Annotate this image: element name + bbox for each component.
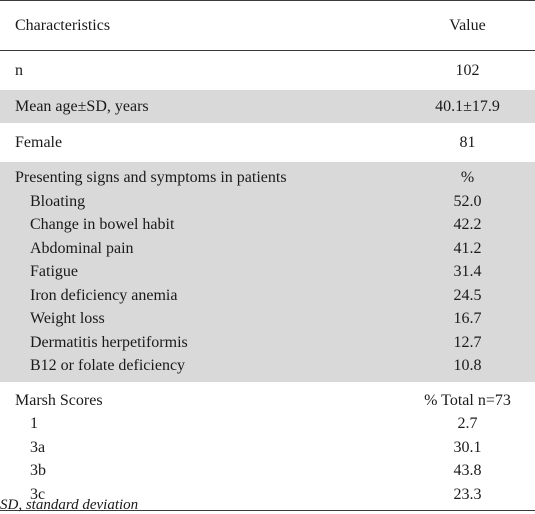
row-label: Female	[15, 134, 63, 151]
row-value: 43.8	[453, 462, 482, 479]
row-label: 3c	[30, 485, 46, 503]
row-value: 102	[455, 62, 480, 79]
signs-heading: Presenting signs and symptoms in patient…	[15, 169, 287, 186]
header-characteristics: Characteristics	[15, 17, 111, 34]
table-row: B12 or folate deficiency 10.8	[0, 354, 535, 378]
row-value: 52.0	[453, 192, 482, 210]
row-value: 24.5	[453, 286, 482, 304]
row-label: Change in bowel habit	[30, 216, 175, 233]
table-row: Fatigue 31.4	[0, 260, 535, 284]
table-row: Dermatitis herpetiformis 12.7	[0, 331, 535, 355]
table-row: 3c 23.3	[0, 483, 535, 507]
row-value: 10.8	[453, 357, 482, 374]
row-label: Weight loss	[30, 310, 105, 327]
marsh-unit: % Total n=73	[424, 391, 511, 409]
marsh-heading-row: Marsh Scores % Total n=73	[0, 389, 535, 413]
row-value: 30.1	[453, 438, 482, 456]
table-row-n: n 102	[0, 54, 535, 87]
row-label: Dermatitis herpetiformis	[30, 333, 188, 351]
row-label: B12 or folate deficiency	[30, 357, 186, 374]
row-value: 42.2	[453, 216, 482, 233]
row-label: 3b	[30, 462, 46, 479]
row-label: n	[15, 62, 23, 79]
row-value: 31.4	[453, 263, 482, 280]
row-label: Abdominal pain	[30, 239, 134, 257]
table-row: Abdominal pain 41.2	[0, 237, 535, 261]
row-label: Iron deficiency anemia	[30, 286, 178, 304]
row-value: 81	[459, 134, 476, 151]
table-row: Bloating 52.0	[0, 190, 535, 214]
table-row: Change in bowel habit 42.2	[0, 213, 535, 237]
row-value: 23.3	[453, 485, 482, 503]
row-value: 2.7	[457, 415, 478, 432]
table-row: 3b 43.8	[0, 459, 535, 483]
header-value: Value	[449, 17, 486, 34]
table-header: Characteristics Value	[0, 1, 535, 51]
table-row: 1 2.7	[0, 412, 535, 436]
row-value: 40.1±17.9	[435, 98, 500, 115]
row-value: 12.7	[453, 333, 482, 351]
marsh-heading: Marsh Scores	[15, 391, 103, 409]
signs-section: Presenting signs and symptoms in patient…	[0, 162, 535, 382]
row-value: 41.2	[453, 239, 482, 257]
row-label: Mean age±SD, years	[15, 98, 149, 115]
row-label: Bloating	[30, 192, 86, 210]
table-row-mean-age: Mean age±SD, years 40.1±17.9	[0, 90, 535, 123]
row-label: Fatigue	[30, 263, 78, 280]
table-row-female: Female 81	[0, 126, 535, 159]
table-row: Iron deficiency anemia 24.5	[0, 284, 535, 308]
row-label: 3a	[30, 438, 46, 456]
row-value: 16.7	[453, 310, 482, 327]
table-row: 3a 30.1	[0, 436, 535, 460]
table-footnote: SD, standard deviation	[0, 497, 139, 513]
table-row: Weight loss 16.7	[0, 307, 535, 331]
row-label: 1	[30, 415, 38, 432]
marsh-section: Marsh Scores % Total n=73 1 2.7 3a 30.1 …	[0, 385, 535, 511]
signs-unit: %	[460, 169, 475, 186]
signs-heading-row: Presenting signs and symptoms in patient…	[0, 166, 535, 190]
